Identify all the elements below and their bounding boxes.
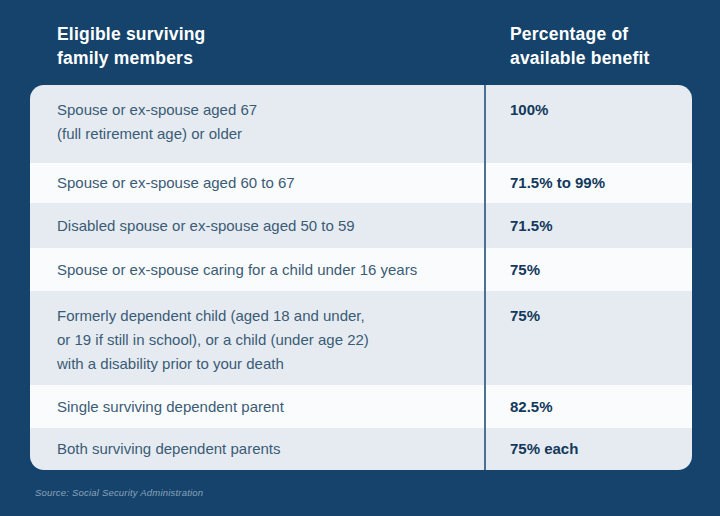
table-row: Single surviving dependent parent 82.5% bbox=[30, 385, 692, 428]
column-header-family-members: Eligible surviving family members bbox=[57, 22, 206, 70]
benefit-cell: 75% bbox=[484, 248, 692, 291]
source-attribution: Source: Social Security Administration bbox=[35, 487, 203, 498]
member-cell: Single surviving dependent parent bbox=[30, 395, 484, 419]
table-row: Disabled spouse or ex-spouse aged 50 to … bbox=[30, 203, 692, 248]
benefit-cell: 71.5% bbox=[484, 203, 692, 248]
benefit-cell: 75% each bbox=[484, 428, 692, 470]
benefit-cell: 82.5% bbox=[484, 385, 692, 428]
column-header-benefit-percentage: Percentage of available benefit bbox=[510, 22, 650, 70]
table-row: Both surviving dependent parents 75% eac… bbox=[30, 428, 692, 470]
member-cell: Disabled spouse or ex-spouse aged 50 to … bbox=[30, 214, 484, 238]
member-cell: Both surviving dependent parents bbox=[30, 437, 484, 461]
member-cell: Spouse or ex-spouse caring for a child u… bbox=[30, 258, 484, 282]
member-cell: Spouse or ex-spouse aged 67 (full retire… bbox=[30, 85, 484, 146]
survivor-benefits-table: Spouse or ex-spouse aged 67 (full retire… bbox=[30, 85, 692, 470]
table-row: Spouse or ex-spouse aged 60 to 67 71.5% … bbox=[30, 163, 692, 203]
table-row: Formerly dependent child (aged 18 and un… bbox=[30, 291, 692, 385]
member-cell: Formerly dependent child (aged 18 and un… bbox=[30, 291, 484, 376]
table-row: Spouse or ex-spouse caring for a child u… bbox=[30, 248, 692, 291]
benefit-cell: 71.5% to 99% bbox=[484, 163, 692, 203]
benefit-cell: 75% bbox=[484, 291, 692, 385]
member-cell: Spouse or ex-spouse aged 60 to 67 bbox=[30, 171, 484, 195]
benefit-cell: 100% bbox=[484, 85, 692, 163]
table-row: Spouse or ex-spouse aged 67 (full retire… bbox=[30, 85, 692, 163]
